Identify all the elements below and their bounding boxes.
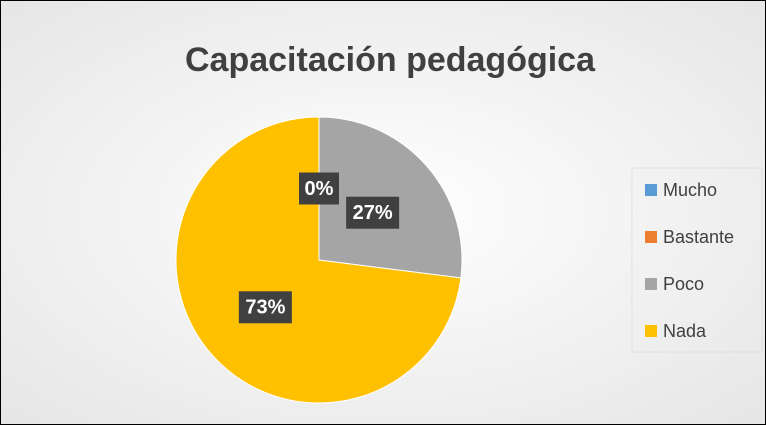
data-label: 73% bbox=[245, 297, 285, 319]
legend-label: Nada bbox=[663, 321, 707, 341]
chart-title: Capacitación pedagógica bbox=[185, 41, 596, 79]
data-label: 0% bbox=[305, 178, 334, 200]
data-label-box bbox=[346, 196, 400, 229]
legend-swatch bbox=[645, 278, 657, 290]
legend-label: Mucho bbox=[663, 180, 717, 200]
legend-label: Poco bbox=[663, 274, 704, 294]
legend-box bbox=[631, 167, 763, 353]
legend-swatch bbox=[645, 231, 657, 243]
legend-swatch bbox=[645, 325, 657, 337]
data-label: 27% bbox=[353, 202, 393, 224]
legend-swatch bbox=[645, 184, 657, 196]
data-label-box bbox=[299, 172, 339, 205]
data-label-box bbox=[238, 291, 292, 324]
pie-slice bbox=[175, 116, 462, 404]
legend-label: Bastante bbox=[663, 227, 734, 247]
